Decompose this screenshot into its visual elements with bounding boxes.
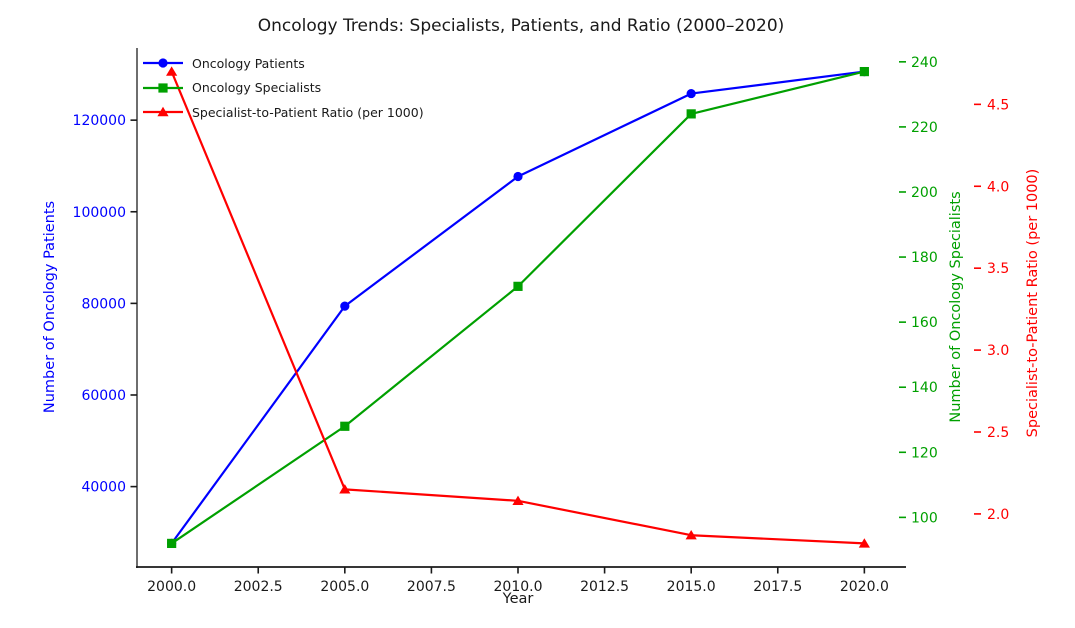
legend-marker — [157, 107, 169, 117]
right1-tick-label: 160 — [911, 315, 938, 331]
legend-marker — [158, 58, 168, 68]
x-tick-label: 2010.0 — [494, 579, 543, 595]
square-marker — [859, 66, 869, 77]
right1-tick-label: 180 — [911, 250, 938, 266]
series-line — [171, 70, 865, 545]
x-tick-label: 2005.0 — [320, 579, 369, 595]
x-tick-label: 2012.5 — [580, 579, 629, 595]
legend-line-triangle-icon — [143, 107, 183, 117]
right2-tick-label: 2.0 — [987, 507, 1009, 523]
right-axis-specialists-label: Number of Oncology Specialists — [948, 191, 964, 423]
x-tick-label: 2015.0 — [667, 579, 716, 595]
triangle-marker — [512, 495, 524, 506]
left-tick-label: 60000 — [81, 388, 126, 404]
square-marker — [340, 421, 350, 431]
x-tick-label: 2020.0 — [840, 579, 889, 595]
x-tick-label: 2002.5 — [234, 579, 283, 595]
right1-tick-label: 220 — [911, 120, 938, 136]
right2-tick-label: 3.5 — [987, 261, 1009, 277]
legend-line-square-icon — [143, 83, 183, 93]
left-tick-label: 120000 — [73, 113, 126, 129]
circle-marker — [686, 88, 696, 99]
square-marker — [513, 281, 523, 291]
series-ratio — [166, 66, 870, 548]
series-specialists — [167, 66, 869, 549]
triangle-marker — [685, 530, 697, 540]
circle-marker — [340, 301, 350, 311]
triangle-marker — [166, 66, 178, 76]
legend: Oncology Patients Oncology Specialists S… — [141, 51, 424, 125]
x-tick-label: 2017.5 — [753, 579, 802, 595]
legend-label: Specialist-to-Patient Ratio (per 1000) — [192, 104, 424, 120]
triangle-marker — [858, 538, 870, 548]
legend-label: Oncology Specialists — [192, 80, 322, 96]
right2-tick-label: 4.5 — [987, 97, 1009, 113]
x-axis-label: Year — [502, 591, 534, 607]
left-tick-label: 100000 — [73, 205, 126, 221]
right-axis-ratio-label: Specialist-to-Patient Ratio (per 1000) — [1025, 168, 1041, 438]
right1-tick-label: 100 — [911, 510, 938, 526]
chart-title: Oncology Trends: Specialists, Patients, … — [257, 16, 785, 36]
left-tick-label: 80000 — [81, 296, 126, 312]
right2-tick-label: 2.5 — [987, 425, 1009, 441]
legend-marker — [158, 83, 168, 93]
left-axis-label: Number of Oncology Patients — [42, 200, 58, 414]
left-tick-label: 40000 — [81, 480, 126, 496]
x-tick-label: 2000.0 — [147, 579, 196, 595]
legend-label: Oncology Patients — [192, 55, 305, 71]
legend-item-specialists: Oncology Specialists — [141, 76, 424, 101]
circle-marker — [513, 171, 523, 182]
square-marker — [686, 109, 696, 119]
square-marker — [167, 538, 177, 549]
legend-item-ratio: Specialist-to-Patient Ratio (per 1000) — [141, 100, 424, 125]
right2-tick-label: 3.0 — [987, 343, 1009, 359]
x-tick-label: 2007.5 — [407, 579, 456, 595]
legend-item-patients: Oncology Patients — [141, 51, 424, 76]
right1-tick-label: 140 — [911, 380, 938, 396]
right2-tick-label: 4.0 — [987, 179, 1009, 195]
right1-tick-label: 240 — [911, 55, 938, 71]
legend-line-circle-icon — [143, 58, 183, 68]
right1-tick-label: 200 — [911, 185, 938, 201]
triangle-marker — [339, 484, 351, 494]
right1-tick-label: 120 — [911, 445, 938, 461]
